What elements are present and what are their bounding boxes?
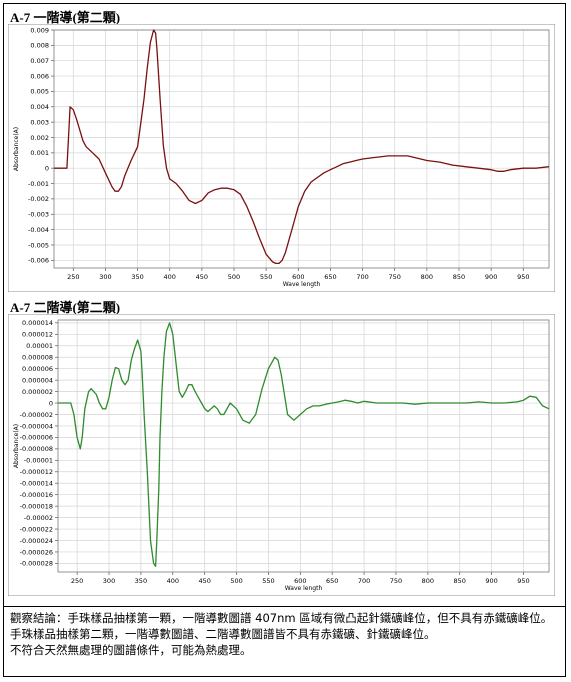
y-tick-label: -0.000014 [20, 480, 53, 488]
x-tick-label: 250 [71, 577, 83, 585]
chart1-container: 0.009 0.008 0.007 0.006 0.005 0.004 0.003 0.002… [7, 23, 556, 293]
y-tick-label: 0.000006 [22, 365, 53, 373]
grid-lines [58, 320, 549, 572]
conclusion-line-2: 手珠樣品抽樣第二顆，一階導數圖譜、二階導數圖譜皆不具有赤鐵礦、針鐵礦峰位。 [10, 627, 436, 641]
x-tick-label: 300 [103, 577, 115, 585]
x-axis-label: Wave length [285, 585, 323, 592]
y-tick-label: 0.008 [30, 42, 49, 50]
conclusion-line-3: 不符合天然無處理的圖譜條件，可能為熱處理。 [10, 643, 252, 657]
conclusion-block: 觀察結論：手珠樣品抽樣第一顆，一階導數圖譜 407nm 區域有微凸起針鐵礦峰位，… [10, 610, 558, 658]
y-tick-label: 0.000012 [22, 331, 53, 339]
x-tick-label: 550 [262, 577, 274, 585]
x-tick-label: 550 [260, 273, 272, 281]
spectrum-line [54, 29, 550, 265]
y-tick-label: 0.001 [30, 149, 49, 157]
x-tick-label: 400 [167, 577, 179, 585]
y-tick-label: -0.00002 [24, 514, 53, 522]
y-tick-label: -0.001 [28, 180, 49, 188]
x-tick-label: 400 [164, 273, 176, 281]
x-tick-label: 850 [453, 273, 465, 281]
x-tick-label: 600 [294, 577, 306, 585]
y-tick-label: -0.000028 [20, 560, 53, 568]
y-tick-label: 0.005 [30, 88, 49, 96]
y-tick-label: -0.005 [28, 241, 49, 249]
x-tick-label: 750 [390, 577, 402, 585]
y-tick-label: 0.002 [30, 134, 49, 142]
y-tick-label: 0 [45, 164, 49, 172]
x-tick-label: 650 [326, 577, 338, 585]
x-tick-label: 250 [67, 273, 79, 281]
conclusion-line-1: 觀察結論：手珠樣品抽樣第一顆，一階導數圖譜 407nm 區域有微凸起針鐵礦峰位，… [10, 611, 553, 625]
y-axis-label: Absorbance(A) [13, 127, 20, 171]
x-tick-label: 500 [228, 273, 240, 281]
x-tick-label: 950 [517, 273, 529, 281]
y-tick-label: 0.000014 [22, 319, 53, 327]
x-axis-label: Wave length [283, 281, 321, 288]
chart2-title: A-7 二階導(第二顆) [10, 300, 121, 315]
report-frame [3, 3, 566, 677]
y-tick-label: -0.000002 [20, 411, 53, 419]
plot-frame [53, 29, 550, 269]
y-tick-label: -0.004 [28, 226, 49, 234]
y-tick-label: -0.000022 [20, 525, 53, 533]
spectrum-line [58, 322, 550, 567]
y-tick-label: -0.000026 [20, 548, 53, 556]
second-derivative-chart: 0.000014 0.000012 0.00001 0.000008 0.000006 0… [7, 313, 556, 597]
y-tick-label: -0.002 [28, 195, 49, 203]
x-tick-label: 750 [389, 273, 401, 281]
y-tick-label: -0.003 [28, 211, 49, 219]
x-tick-label: 850 [454, 577, 466, 585]
first-derivative-chart: 0.009 0.008 0.007 0.006 0.005 0.004 0.003 0.002… [7, 23, 556, 293]
y-tick-label: 0.007 [30, 57, 49, 65]
y-tick-label: 0 [49, 399, 53, 407]
y-tick-label: 0.000004 [22, 376, 53, 384]
y-tick-label: 0.003 [30, 118, 49, 126]
y-tick-label: 0.00001 [26, 342, 53, 350]
x-tick-label: 700 [356, 273, 368, 281]
plot-area [58, 320, 549, 572]
y-tick-label: -0.000006 [20, 434, 53, 442]
y-tick-label: -0.000016 [20, 491, 53, 499]
x-tick-label: 350 [131, 273, 143, 281]
x-tick-label: 900 [485, 273, 497, 281]
x-tick-label: 650 [324, 273, 336, 281]
y-tick-label: -0.000012 [20, 468, 53, 476]
y-tick-label: 0.000008 [22, 354, 53, 362]
y-tick-label: -0.006 [28, 257, 49, 265]
x-tick-label: 300 [99, 273, 111, 281]
chart1-title: A-7 一階導(第二顆) [10, 10, 121, 25]
y-tick-label: 0.009 [30, 26, 49, 34]
x-tick-label: 700 [358, 577, 370, 585]
y-tick-label: -0.000018 [20, 502, 53, 510]
x-tick-label: 450 [198, 577, 210, 585]
x-tick-label: 800 [422, 577, 434, 585]
y-tick-label: -0.00001 [24, 457, 53, 465]
grid-lines [54, 29, 549, 268]
plot-frame [57, 319, 550, 573]
y-tick-label: 0.004 [30, 103, 49, 111]
y-tick-label: -0.000008 [20, 445, 53, 453]
y-tick-label: 0.006 [30, 72, 49, 80]
x-tick-label: 450 [196, 273, 208, 281]
x-tick-label: 500 [230, 577, 242, 585]
x-tick-label: 800 [421, 273, 433, 281]
x-tick-label: 350 [135, 577, 147, 585]
y-axis-label: Absorbance(A) [13, 424, 20, 468]
y-tick-label: 0.000002 [22, 388, 53, 396]
x-tick-label: 600 [292, 273, 304, 281]
x-tick-label: 900 [485, 577, 497, 585]
conclusion-divider [3, 606, 566, 607]
y-tick-label: -0.000004 [20, 422, 53, 430]
y-tick-label: -0.000024 [20, 537, 53, 545]
chart2-container: 0.000014 0.000012 0.00001 0.000008 0.000006 0… [7, 313, 556, 597]
x-tick-label: 950 [517, 577, 529, 585]
plot-area [54, 30, 549, 268]
